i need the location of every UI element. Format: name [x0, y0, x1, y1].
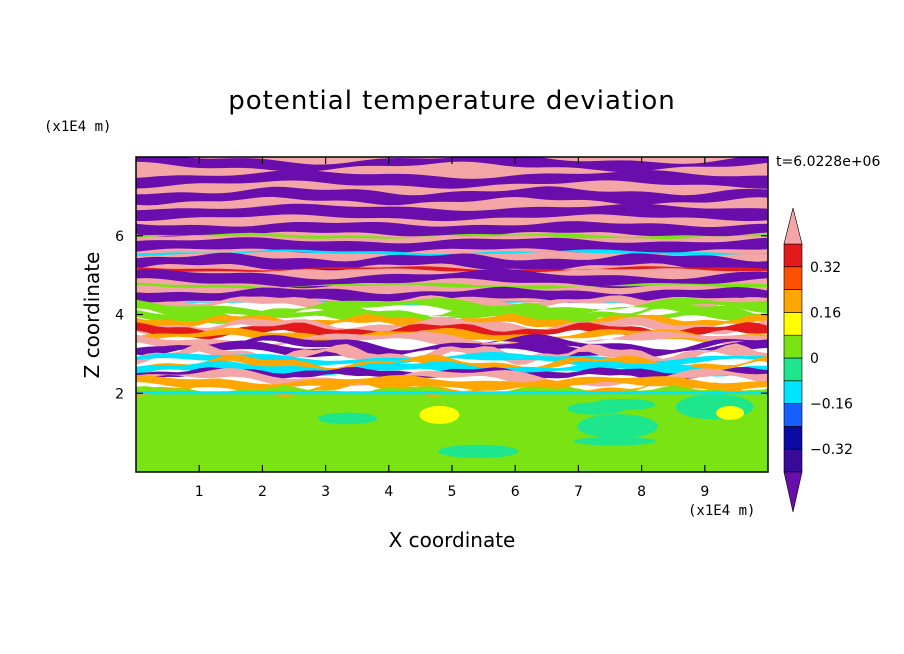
colorbar-segment [783, 403, 803, 427]
colorbar-extend-min [783, 471, 803, 513]
cold-stripe [136, 203, 768, 222]
colorbar-segment [783, 243, 803, 268]
z-unit-label: (x1E4 m) [44, 119, 112, 135]
colorbar-segment [783, 357, 803, 382]
colorbar-segment [783, 426, 803, 450]
x-tick-label: 4 [384, 484, 393, 500]
colorbar-segment [783, 289, 803, 313]
turbulent-stripe [136, 300, 768, 323]
x-tick-label: 6 [511, 484, 520, 500]
temperature-field [136, 157, 768, 472]
x-unit-label: (x1E4 m) [688, 503, 756, 519]
boundary-edge [136, 391, 768, 395]
y-axis-ticks: 2 4 6 [115, 229, 768, 402]
colorbar-tick-label: 0.16 [810, 305, 841, 321]
cold-stripe [136, 237, 768, 254]
edge-stripe [136, 249, 768, 256]
boundary-patch [438, 444, 519, 458]
boundary-patch [716, 405, 745, 420]
cold-stripe [136, 268, 768, 289]
turbulent-stripe [136, 374, 768, 391]
x-axis-ticks: 1 2 3 4 5 6 7 8 9 [195, 157, 709, 500]
cold-stripe [136, 157, 768, 173]
colorbar-extend-max [783, 207, 803, 245]
edge-stripe [136, 282, 768, 289]
colorbar-tick-label: −0.32 [810, 442, 853, 458]
colorbar-segment [783, 334, 803, 359]
boundary-patch [317, 412, 378, 425]
boundary-patch [573, 437, 656, 446]
boundary-layer-band [136, 393, 768, 472]
boundary-patch [535, 426, 571, 449]
turbulent-stripe [136, 297, 768, 317]
time-label: t=6.0228e+06 [776, 154, 881, 170]
x-tick-label: 3 [321, 484, 330, 500]
boundary-patch [577, 414, 658, 439]
colorbar: 0.32 0.16 0 −0.16 −0.32 [783, 207, 853, 513]
boundary-patch [419, 405, 460, 424]
x-tick-label: 8 [637, 484, 646, 500]
colorbar-tick-label: −0.16 [810, 397, 853, 413]
x-tick-label: 2 [258, 484, 267, 500]
edge-stripe [136, 266, 768, 272]
x-tick-label: 7 [574, 484, 583, 500]
colorbar-segment [783, 448, 803, 473]
x-tick-label: 9 [700, 484, 709, 500]
boundary-patch [669, 419, 724, 439]
x-tick-label: 5 [448, 484, 457, 500]
boundary-patch [591, 398, 656, 411]
colorbar-segment [783, 380, 803, 404]
boundary-patch [207, 413, 275, 432]
chart-title: potential temperature deviation [228, 86, 676, 116]
y-tick-label: 2 [115, 386, 124, 402]
colorbar-tick-label: 0 [810, 351, 819, 367]
cold-stripe [136, 221, 768, 237]
colorbar-tick-label: 0.32 [810, 260, 841, 276]
cold-stripe [136, 186, 768, 206]
cold-stripe [136, 169, 768, 189]
edge-stripe [136, 232, 768, 239]
colorbar-segment [783, 266, 803, 290]
turbulent-stripe [136, 343, 768, 366]
colorbar-segment [783, 312, 803, 336]
cold-stripe [136, 252, 768, 272]
y-tick-label: 4 [115, 308, 124, 324]
x-axis-label: X coordinate [388, 528, 516, 552]
x-tick-label: 1 [195, 484, 204, 500]
turbulent-stripe [136, 331, 768, 349]
y-tick-label: 6 [115, 229, 124, 245]
